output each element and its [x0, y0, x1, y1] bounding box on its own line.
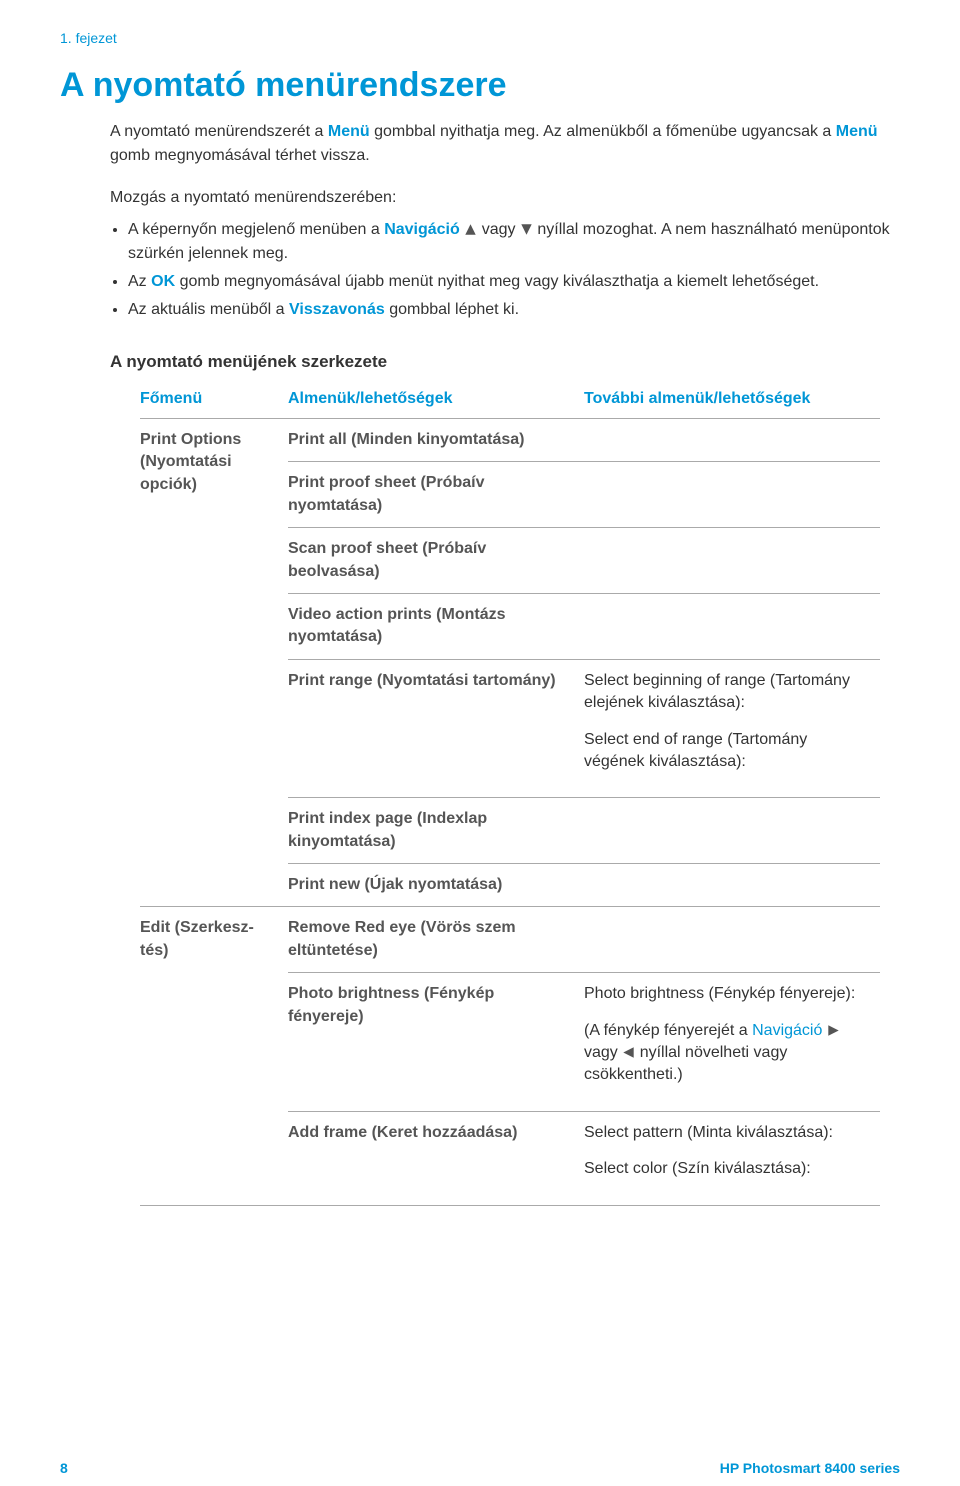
cell-extra-b-b: vagy — [584, 1044, 622, 1061]
cell-submenu: Video action prints (Montázs nyomtatása) — [288, 593, 584, 659]
cell-submenu: Print proof sheet (Próbaív nyomtatása) — [288, 462, 584, 528]
table-header-3: További almenük/lehetőségek — [584, 380, 880, 419]
page-footer: 8 HP Photosmart 8400 series — [0, 1440, 960, 1486]
cell-main-print-options: Print Options (Nyomtatási opciók) — [140, 419, 288, 907]
page-title: A nyomtató menürendszere — [60, 66, 900, 105]
table-header-1: Főmenü — [140, 380, 288, 419]
cell-submenu: Scan proof sheet (Próbaív beolvasása) — [288, 528, 584, 594]
table-header-2: Almenük/lehetőségek — [288, 380, 584, 419]
cell-submenu: Add frame (Keret hozzáadása) — [288, 1111, 584, 1205]
intro-text-c: gomb megnyomásával térhet vissza. — [110, 147, 370, 164]
back-keyword: Visszavonás — [289, 301, 385, 318]
menu-keyword-2: Menü — [836, 123, 878, 140]
table-row: Print Options (Nyomtatási opciók) Print … — [140, 419, 880, 462]
cell-extra-b-a: (A fénykép fényerejét a — [584, 1022, 752, 1039]
bullet3-b: gombbal léphet ki. — [385, 301, 519, 318]
arrow-right-icon — [827, 1024, 840, 1037]
cell-submenu: Remove Red eye (Vörös szem eltüntetése) — [288, 907, 584, 973]
list-item: Az aktuális menüből a Visszavonás gombba… — [128, 298, 900, 322]
bullet-list: A képernyőn megjelenő menüben a Navigáci… — [110, 218, 900, 322]
cell-submenu: Print index page (Indexlap kinyomtatása) — [288, 798, 584, 864]
cell-extra — [584, 462, 880, 528]
table-section-title: A nyomtató menüjének szerkezete — [110, 352, 900, 372]
list-item: A képernyőn megjelenő menüben a Navigáci… — [128, 218, 900, 266]
table-row: Edit (Szerkesz­tés) Remove Red eye (Vörö… — [140, 907, 880, 973]
cell-extra-a: Select beginning of range (Tartomány ele… — [584, 670, 868, 729]
cell-submenu: Photo brightness (Fénykép fényereje) — [288, 973, 584, 1112]
bullet3-a: Az aktuális menüből a — [128, 301, 289, 318]
cell-extra — [584, 528, 880, 594]
nav-keyword: Navigáció — [384, 221, 460, 238]
cell-extra-b: Select color (Szín kiválasztása): — [584, 1158, 868, 1194]
intro-text-b: gombbal nyithatja meg. Az almenükből a f… — [370, 123, 836, 140]
cell-extra: Select pattern (Minta kiválasztása): Sel… — [584, 1111, 880, 1205]
cell-extra — [584, 419, 880, 462]
chapter-label: 1. fejezet — [60, 30, 900, 46]
cell-submenu: Print range (Nyomtatási tartomány) — [288, 659, 584, 798]
cell-extra-b: (A fénykép fényerejét a Navigáció vagy n… — [584, 1020, 868, 1101]
bullet2-a: Az — [128, 273, 151, 290]
list-item: Az OK gomb megnyomásával újabb menüt nyi… — [128, 270, 900, 294]
cell-main-edit: Edit (Szerkesz­tés) — [140, 907, 288, 1205]
ok-keyword: OK — [151, 273, 175, 290]
intro-paragraph: A nyomtató menürendszerét a Menü gombbal… — [110, 120, 900, 168]
arrow-left-icon — [622, 1046, 635, 1059]
cell-extra-a: Photo brightness (Fénykép fényereje): — [584, 983, 868, 1019]
bullet2-b: gomb megnyomásával újabb menüt nyithat m… — [175, 273, 819, 290]
intro-text-a: A nyomtató menürendszerét a — [110, 123, 328, 140]
menu-keyword: Menü — [328, 123, 370, 140]
cell-submenu: Print all (Minden kinyomtatása) — [288, 419, 584, 462]
cell-extra-a: Select pattern (Minta kiválasztása): — [584, 1122, 868, 1158]
cell-extra: Photo brightness (Fénykép fényereje): (A… — [584, 973, 880, 1112]
bullet1-a: A képernyőn megjelenő menüben a — [128, 221, 384, 238]
subheading: Mozgás a nyomtató menürendszerében: — [110, 186, 900, 210]
arrow-up-icon — [464, 223, 477, 236]
cell-submenu: Print new (Újak nyomtatása) — [288, 864, 584, 907]
cell-extra — [584, 798, 880, 864]
nav-keyword-inline: Navigáció — [752, 1022, 822, 1039]
menu-structure-table: Főmenü Almenük/lehetőségek További almen… — [140, 380, 880, 1206]
cell-extra — [584, 593, 880, 659]
cell-extra: Select beginning of range (Tartomány ele… — [584, 659, 880, 798]
cell-extra — [584, 907, 880, 973]
bullet1-b: vagy — [482, 221, 520, 238]
arrow-down-icon — [520, 223, 533, 236]
page-number: 8 — [60, 1460, 68, 1476]
cell-extra-b: Select end of range (Tartomány végének k… — [584, 729, 868, 788]
cell-extra — [584, 864, 880, 907]
product-series: HP Photosmart 8400 series — [720, 1460, 900, 1476]
